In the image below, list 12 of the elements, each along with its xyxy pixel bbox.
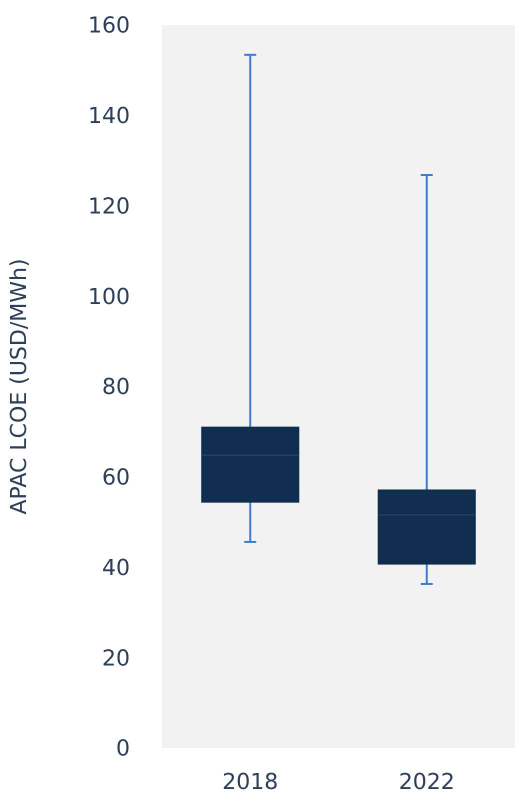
x-tick-label: 2018 — [222, 770, 278, 795]
y-tick-label: 20 — [102, 646, 130, 672]
y-tick-label: 100 — [88, 284, 130, 310]
y-tick-label: 80 — [102, 375, 130, 400]
y-tick-label: 140 — [88, 104, 130, 130]
y-tick-label: 120 — [88, 194, 130, 220]
y-tick-label: 60 — [102, 466, 130, 491]
y-tick-label: 160 — [88, 14, 130, 39]
y-tick-label: 40 — [102, 556, 130, 581]
y-tick-label: 0 — [116, 736, 130, 762]
x-tick-label: 2022 — [398, 770, 455, 795]
y-axis-title: APAC LCOE (USD/MWh) — [7, 258, 32, 515]
